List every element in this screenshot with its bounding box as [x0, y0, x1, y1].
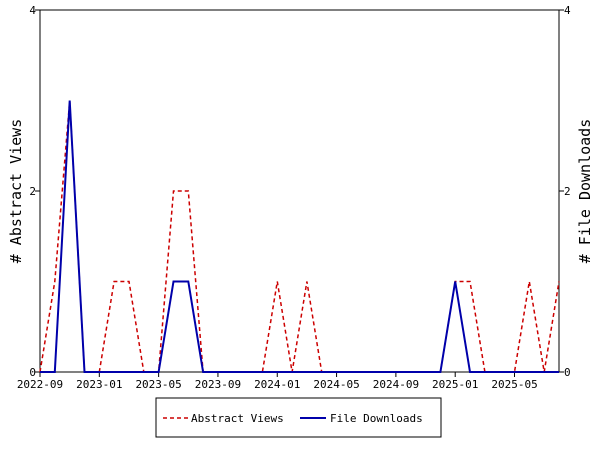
y-axis-title-right: # File Downloads: [576, 119, 594, 264]
y-tick-label-left: 0: [29, 366, 36, 379]
x-tick-label: 2024-09: [373, 378, 419, 391]
y-axis-title-left: # Abstract Views: [7, 119, 25, 264]
x-tick-label: 2025-01: [432, 378, 478, 391]
legend: Abstract Views File Downloads: [155, 397, 442, 438]
x-tick-label: 2023-09: [195, 378, 241, 391]
y-tick-label-left: 2: [29, 185, 36, 198]
x-tick-label: 2023-05: [135, 378, 181, 391]
y-tick-label-right: 4: [564, 4, 571, 17]
legend-label-abstract-views: Abstract Views: [191, 412, 284, 425]
x-tick-label: 2024-05: [313, 378, 359, 391]
series-layer: [39, 100, 560, 373]
x-tick-label: 2025-05: [491, 378, 537, 391]
y-axis-ticks: 0 0 2 2 4 4: [29, 4, 571, 379]
legend-label-file-downloads: File Downloads: [330, 412, 423, 425]
x-axis-ticks: 2022-09 2023-01 2023-05 2023-09 2024-01 2024-…: [17, 372, 538, 391]
plot-area: [39, 9, 560, 373]
x-tick-label: 2022-09: [17, 378, 63, 391]
legend-box: [155, 397, 442, 438]
y-tick-label-left: 4: [29, 4, 36, 17]
series-line-file-downloads: [40, 100, 559, 373]
x-tick-label: 2024-01: [254, 378, 300, 391]
x-tick-label: 2023-01: [76, 378, 122, 391]
y-tick-label-right: 2: [564, 185, 571, 198]
y-tick-label-right: 0: [564, 366, 571, 379]
